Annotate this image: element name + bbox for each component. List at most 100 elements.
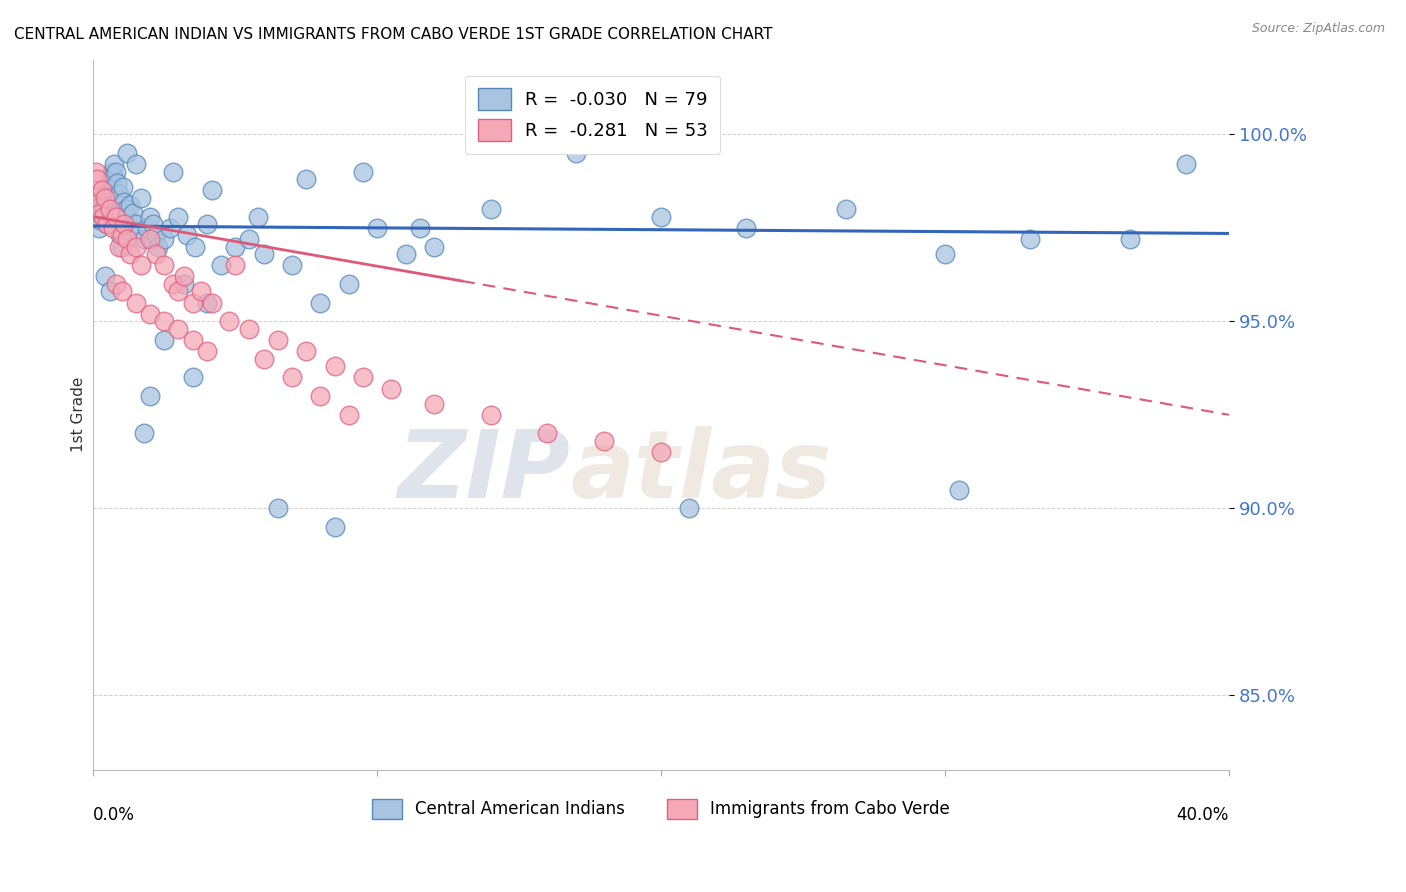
Point (108, 228, 131, 243)
Point (125, 295, 148, 310)
Point (134, 426, 156, 441)
Legend: Central American Indians, Immigrants from Cabo Verde: Central American Indians, Immigrants fro… (366, 792, 956, 826)
Point (145, 247, 167, 261)
Point (98, 172, 121, 186)
Point (948, 483, 970, 497)
Point (125, 239, 148, 253)
Point (181, 295, 204, 310)
Point (128, 225, 150, 239)
Point (352, 165, 374, 179)
Point (93, 269, 115, 284)
Point (101, 220, 124, 235)
Point (101, 169, 124, 183)
Point (337, 408, 360, 422)
Point (139, 210, 162, 224)
Point (125, 217, 148, 231)
Point (139, 389, 162, 403)
Point (184, 239, 207, 253)
Point (162, 277, 184, 291)
Point (195, 295, 218, 310)
Point (107, 187, 129, 202)
Point (309, 389, 332, 403)
Point (153, 258, 176, 272)
Point (110, 239, 132, 253)
Point (309, 295, 332, 310)
Point (83, 184, 105, 198)
Point (252, 351, 274, 366)
Point (104, 165, 127, 179)
Point (246, 210, 269, 224)
Point (112, 217, 135, 231)
Point (86, 172, 108, 186)
Point (190, 285, 212, 299)
Point (1118, 232, 1140, 246)
Point (153, 314, 176, 328)
Point (162, 165, 184, 179)
Point (136, 220, 159, 235)
Point (117, 232, 139, 246)
Point (267, 501, 290, 516)
Point (100, 165, 122, 179)
Point (536, 426, 558, 441)
Text: ZIP: ZIP (398, 425, 571, 517)
Point (650, 210, 672, 224)
Point (565, 146, 588, 161)
Point (479, 408, 502, 422)
Point (153, 333, 176, 347)
Point (105, 176, 128, 190)
Point (117, 146, 139, 161)
Point (103, 157, 125, 171)
Point (131, 191, 153, 205)
Point (90, 194, 112, 209)
Point (195, 344, 218, 359)
Point (337, 277, 360, 291)
Point (181, 333, 204, 347)
Point (295, 344, 318, 359)
Text: atlas: atlas (571, 425, 831, 517)
Text: 0.0%: 0.0% (93, 805, 135, 823)
Point (142, 217, 165, 231)
Point (87, 194, 110, 209)
Point (323, 359, 346, 374)
Point (93, 184, 115, 198)
Point (173, 277, 195, 291)
Text: CENTRAL AMERICAN INDIAN VS IMMIGRANTS FROM CABO VERDE 1ST GRADE CORRELATION CHAR: CENTRAL AMERICAN INDIAN VS IMMIGRANTS FR… (14, 27, 772, 42)
Point (238, 322, 260, 336)
Point (423, 239, 446, 253)
Point (934, 247, 956, 261)
Point (295, 172, 318, 186)
Point (479, 202, 502, 216)
Point (86, 210, 108, 224)
Point (224, 258, 246, 272)
Point (97, 191, 120, 205)
Point (173, 269, 195, 284)
Point (110, 228, 132, 243)
Point (181, 370, 204, 384)
Point (209, 258, 232, 272)
Point (148, 239, 170, 253)
Point (117, 210, 139, 224)
Point (218, 314, 240, 328)
Point (98, 202, 121, 216)
Point (1175, 157, 1198, 171)
Point (89, 213, 111, 227)
Point (159, 220, 181, 235)
Point (153, 232, 176, 246)
Point (145, 228, 167, 243)
Text: 40.0%: 40.0% (1177, 805, 1229, 823)
Point (281, 370, 304, 384)
Point (238, 232, 260, 246)
Point (120, 247, 142, 261)
Point (201, 184, 224, 198)
Point (167, 210, 190, 224)
Point (96, 217, 118, 231)
Point (380, 382, 402, 396)
Point (96, 217, 118, 231)
Point (91, 210, 114, 224)
Point (650, 445, 672, 459)
Point (111, 179, 134, 194)
Point (104, 210, 127, 224)
Point (167, 322, 190, 336)
Point (409, 220, 432, 235)
Point (323, 520, 346, 534)
